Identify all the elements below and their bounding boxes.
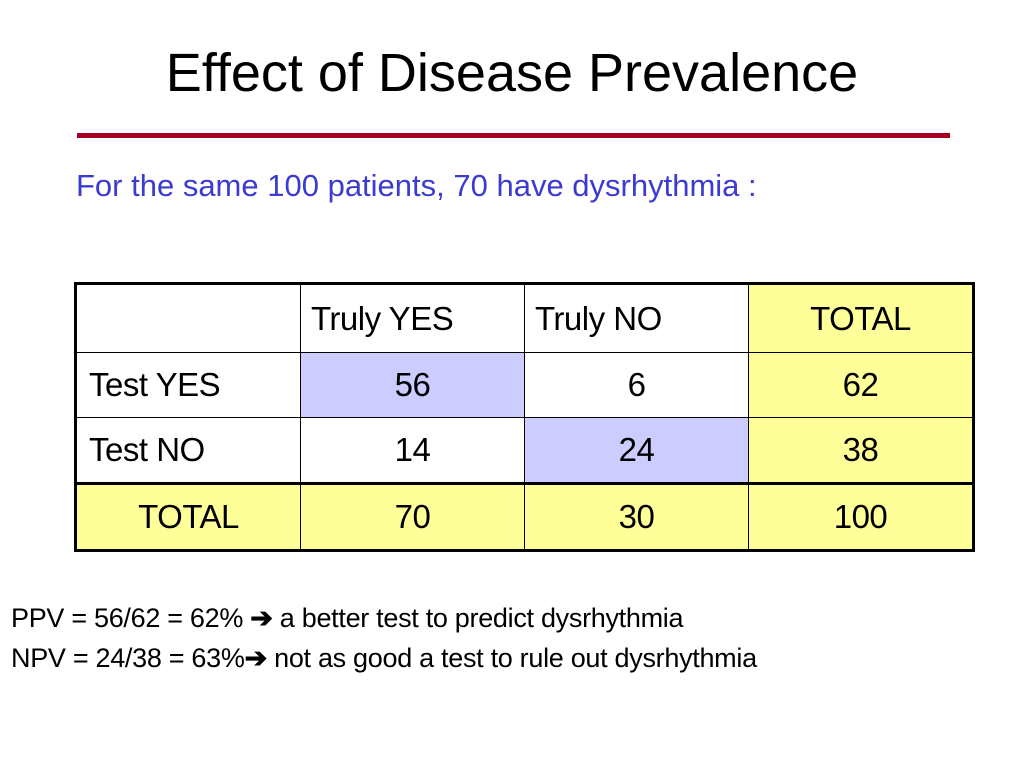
header-truly-no: Truly NO xyxy=(524,283,749,353)
header-truly-yes: Truly YES xyxy=(300,283,525,353)
ppv-text: a better test to predict dysrhythmia xyxy=(272,603,684,633)
table-row: Test NO 14 24 38 xyxy=(75,417,974,484)
cell-truly-yes-total: 70 xyxy=(300,482,525,551)
table-corner-cell xyxy=(75,283,301,353)
cell-test-yes-total: 62 xyxy=(748,352,974,418)
cell-false-negative: 14 xyxy=(300,417,525,484)
table-header-row: Truly YES Truly NO TOTAL xyxy=(75,283,974,353)
table-row: Test YES 56 6 62 xyxy=(75,352,974,418)
header-total: TOTAL xyxy=(748,283,974,353)
npv-formula: NPV = 24/38 = 63% xyxy=(11,643,245,673)
npv-line: NPV = 24/38 = 63%➔ not as good a test to… xyxy=(11,638,1011,678)
cell-test-no-total: 38 xyxy=(748,417,974,484)
title-divider xyxy=(77,133,950,138)
row-label-test-yes: Test YES xyxy=(75,352,301,418)
npv-text: not as good a test to rule out dysrhythm… xyxy=(266,643,757,673)
row-label-total: TOTAL xyxy=(75,482,301,551)
ppv-line: PPV = 56/62 = 62% ➔ a better test to pre… xyxy=(11,598,1011,638)
row-label-test-no: Test NO xyxy=(75,417,301,484)
cell-grand-total: 100 xyxy=(748,482,974,551)
cell-false-positive: 6 xyxy=(524,352,749,418)
slide-subtitle: For the same 100 patients, 70 have dysrh… xyxy=(76,168,757,203)
cell-true-negative: 24 xyxy=(524,417,749,484)
right-arrow-icon: ➔ xyxy=(244,643,268,673)
notes-block: PPV = 56/62 = 62% ➔ a better test to pre… xyxy=(11,598,1011,678)
cell-truly-no-total: 30 xyxy=(524,482,749,551)
contingency-table: Truly YES Truly NO TOTAL Test YES 56 6 6… xyxy=(74,282,975,552)
slide-title: Effect of Disease Prevalence xyxy=(165,43,859,103)
ppv-formula: PPV = 56/62 = 62% xyxy=(11,603,251,633)
table-total-row: TOTAL 70 30 100 xyxy=(75,482,974,551)
cell-true-positive: 56 xyxy=(300,352,525,418)
right-arrow-icon: ➔ xyxy=(250,603,273,633)
